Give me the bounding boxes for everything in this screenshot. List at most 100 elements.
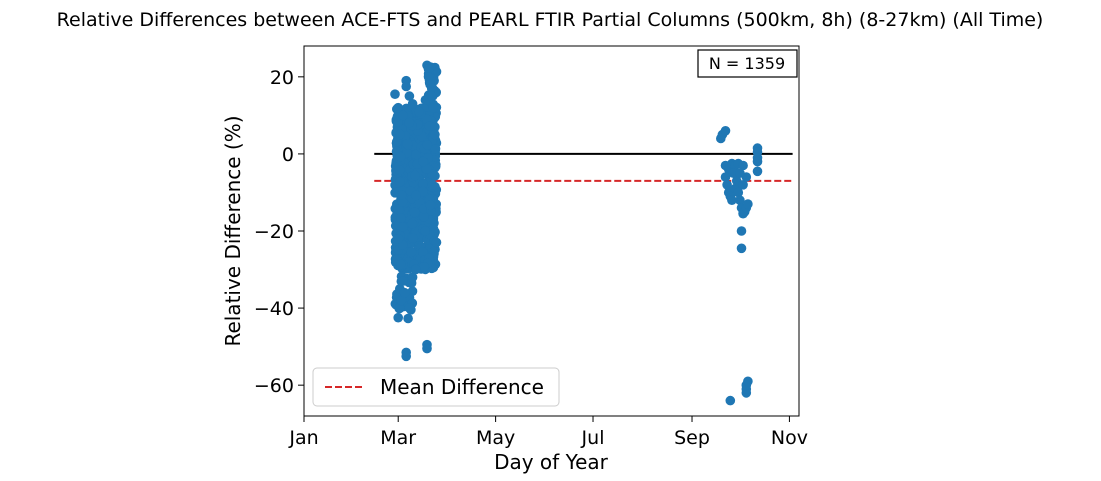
data-point [393,312,404,323]
data-point [736,243,747,254]
data-point [395,259,406,270]
y-tick-label: 0 [282,144,294,166]
data-point [404,303,415,313]
data-point [411,149,422,160]
data-point [735,195,745,205]
data-point [420,226,431,236]
y-tick-label: −40 [254,298,294,320]
data-point [430,171,440,181]
data-point [395,303,405,313]
x-tick-label: Sep [674,427,710,449]
data-point [738,160,748,171]
data-point [404,117,415,128]
data-point [410,170,420,181]
data-point [736,226,747,236]
data-point [423,64,434,74]
data-point [720,172,731,182]
data-point [430,144,441,154]
data-point [404,91,415,101]
x-tick-label: Jan [288,427,318,449]
data-point [407,218,418,229]
data-point [393,204,404,215]
data-point [395,151,406,162]
data-point [427,180,438,190]
data-point [396,295,407,306]
data-point [743,199,753,209]
data-point [426,91,437,101]
data-point [407,99,418,109]
data-point [398,110,408,121]
data-point [398,276,408,286]
data-point [419,262,429,272]
data-point [414,106,424,117]
legend-box [312,367,560,407]
data-point [406,247,417,257]
data-point [394,165,405,175]
legend-mean-label: Mean Difference [380,375,544,399]
data-point [395,176,405,187]
data-point [401,351,412,362]
scatter-points [390,60,763,406]
data-point [720,126,731,136]
data-point [722,180,732,190]
data-point [727,195,737,205]
data-point [411,190,421,201]
data-point [418,179,428,189]
data-point [399,287,410,298]
count-annotation: N = 1359 [697,49,798,78]
data-point [411,264,421,275]
y-axis-label: Relative Difference (%) [221,115,245,346]
data-point [395,129,405,140]
y-tick-label: −20 [254,221,294,243]
reference-lines [374,152,793,182]
data-point [397,222,408,232]
data-point [409,207,420,218]
data-point [735,168,745,178]
data-point [428,102,439,113]
data-point [390,89,400,99]
data-point [392,136,402,147]
data-point [425,200,436,210]
data-point [407,272,418,283]
data-point [418,247,428,257]
plot-area [304,46,799,416]
x-tick-label: May [476,427,515,449]
data-point [403,313,413,324]
data-point [396,213,406,223]
count-annotation-text: N = 1359 [709,54,785,73]
y-axis: 20 0 −20 −40 −60 [254,67,304,397]
data-point [419,211,429,222]
x-tick-label: Jul [581,427,605,449]
data-point [738,180,748,190]
x-tick-label: Nov [771,427,808,449]
data-point [743,376,753,387]
chart-title: Relative Differences between ACE-FTS and… [57,9,1044,31]
y-tick-label: −60 [254,375,294,397]
data-point [733,187,744,198]
data-point [752,166,763,177]
data-point [407,286,418,297]
count-annotation-box [697,49,798,78]
legend: Mean Difference [312,367,560,407]
x-tick-label: Mar [380,427,416,449]
data-point [423,72,434,82]
data-point [418,156,428,167]
data-point [408,233,418,243]
data-point [393,102,404,113]
data-point [402,138,413,149]
x-axis: Jan Mar May Jul Sep Nov [288,416,808,449]
data-point [396,190,407,200]
data-point [421,164,432,174]
data-point [422,343,432,354]
data-point [430,122,440,132]
data-point [422,140,433,150]
data-point [430,129,440,140]
y-tick-label: 20 [270,67,294,89]
data-point [431,237,442,248]
x-axis-label: Day of Year [494,450,609,474]
data-point [401,81,412,92]
data-point [752,156,763,167]
data-point [393,233,404,244]
data-point [725,395,736,406]
